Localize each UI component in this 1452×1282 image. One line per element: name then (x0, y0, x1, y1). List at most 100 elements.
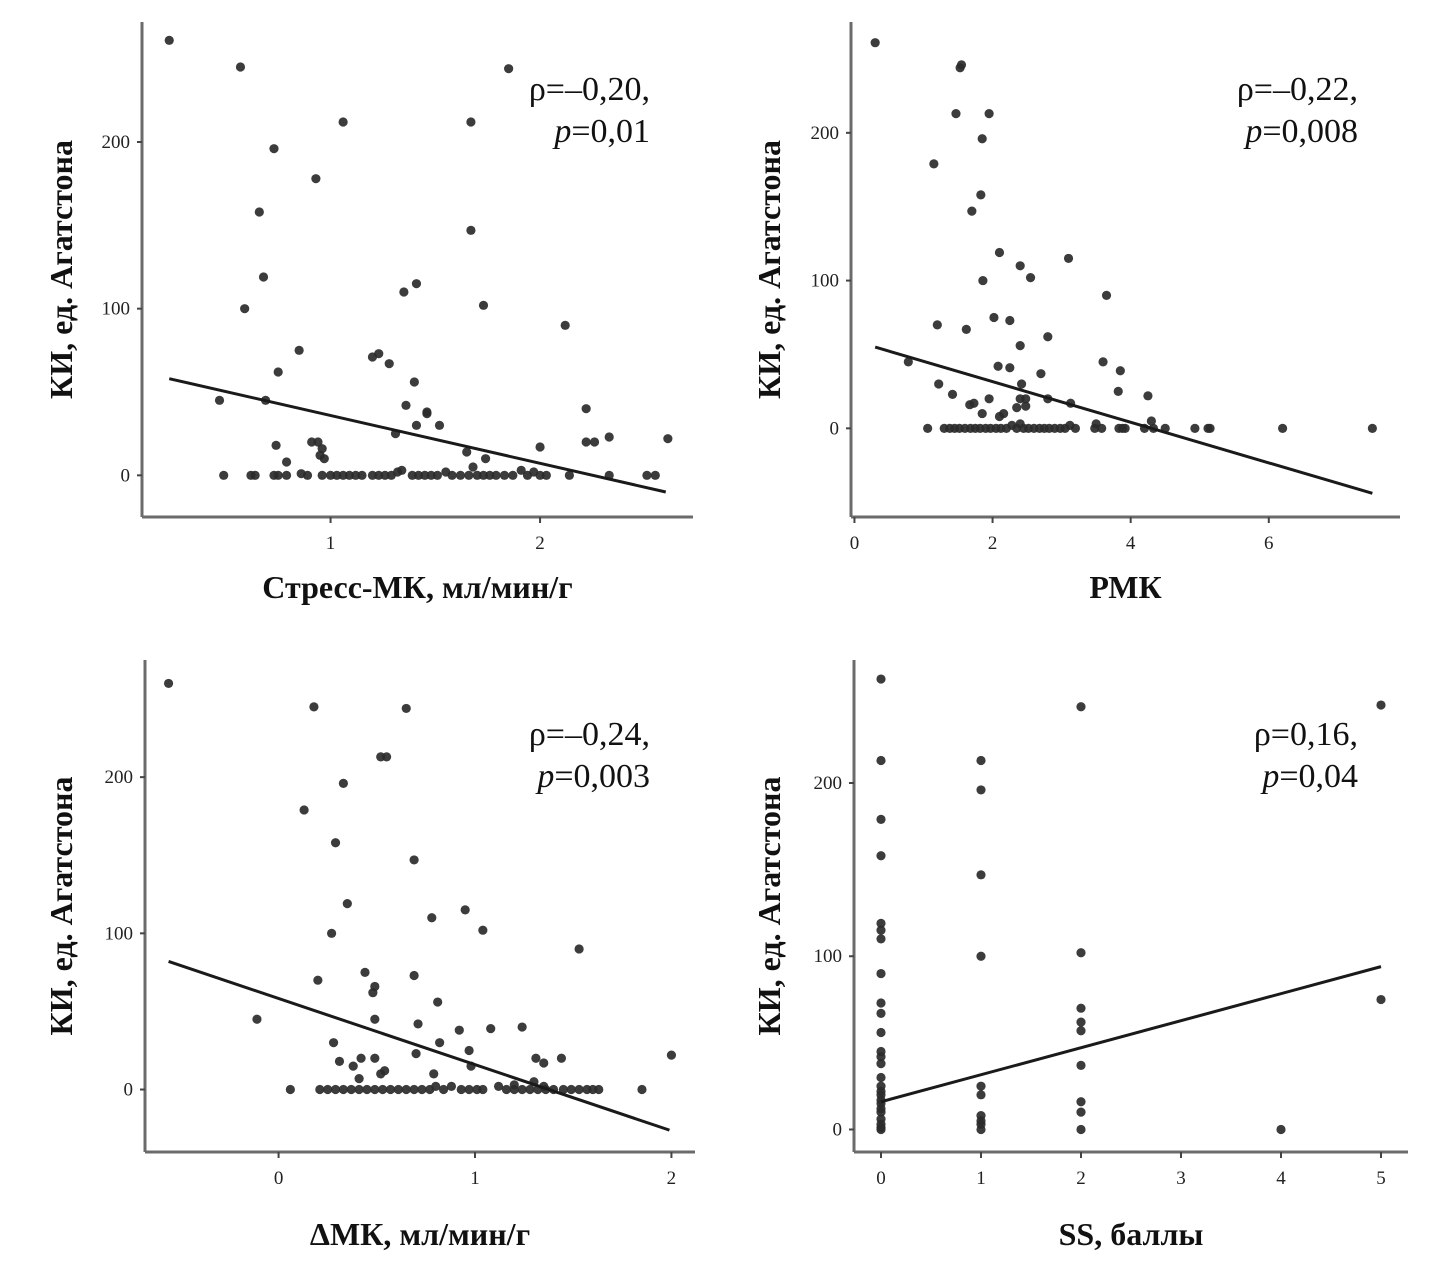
data-point (446, 1081, 457, 1091)
data-point (541, 470, 551, 480)
data-point (969, 398, 979, 408)
data-point (976, 1081, 986, 1091)
data-point (411, 279, 422, 289)
data-point (464, 1084, 474, 1095)
p-symbol: p (535, 758, 554, 795)
data-point (328, 1038, 339, 1048)
data-point (464, 1045, 474, 1056)
rho-annotation: ρ=–0,20, (529, 71, 650, 108)
data-point (258, 272, 269, 282)
data-point (876, 755, 886, 766)
data-point (876, 674, 886, 684)
data-point (977, 134, 987, 144)
y-tick-label: 0 (124, 1080, 134, 1101)
data-point (1097, 423, 1107, 433)
data-point (589, 437, 600, 447)
data-point (338, 470, 348, 480)
data-point (486, 1024, 496, 1034)
data-point (456, 1084, 466, 1095)
y-axis-title: КИ, ед. Агатстона (43, 140, 79, 399)
data-point (462, 447, 472, 457)
data-point (984, 394, 994, 404)
data-point (594, 1084, 604, 1095)
x-tick-label: 4 (1276, 1168, 1286, 1189)
data-point (323, 1084, 333, 1095)
data-point (438, 1084, 449, 1095)
y-tick-label: 0 (830, 418, 840, 439)
data-point (999, 408, 1009, 419)
y-tick-label: 0 (833, 1119, 843, 1140)
data-point (903, 357, 913, 367)
data-point (876, 1107, 886, 1117)
data-point (517, 1022, 527, 1032)
data-point (480, 454, 491, 464)
data-point (434, 420, 445, 430)
data-point (342, 899, 352, 909)
data-point (235, 62, 246, 72)
data-point (357, 470, 367, 480)
data-point (380, 470, 390, 480)
data-point (1101, 290, 1112, 300)
data-point (413, 470, 424, 480)
data-point (1376, 994, 1386, 1005)
data-point (1012, 403, 1022, 413)
data-point (1021, 394, 1031, 404)
data-point (1025, 273, 1036, 283)
data-point (427, 913, 437, 923)
data-point (508, 470, 518, 480)
rho-annotation: ρ=–0,24, (529, 716, 650, 753)
data-point (1015, 261, 1025, 271)
data-point (478, 470, 489, 480)
y-tick-label: 200 (102, 132, 131, 153)
data-point (393, 1084, 403, 1095)
data-point (478, 925, 488, 935)
data-point (466, 117, 476, 127)
data-point (1015, 340, 1025, 351)
x-axis-title: ΔМК, мл/мин/г (310, 1216, 530, 1252)
data-point (1278, 423, 1288, 433)
data-point (409, 377, 419, 387)
data-point (1036, 369, 1046, 379)
data-point (351, 470, 361, 480)
data-point (581, 404, 591, 414)
data-point (989, 312, 999, 323)
data-point (411, 420, 422, 430)
data-point (417, 1084, 427, 1095)
data-point (219, 470, 229, 480)
data-point (384, 359, 394, 369)
data-point (574, 1084, 584, 1095)
x-tick-label: 4 (1126, 533, 1136, 554)
p-value: =0,008 (1262, 113, 1358, 150)
data-point (876, 918, 886, 928)
data-point (420, 470, 430, 480)
data-point (354, 1073, 364, 1084)
data-point (556, 1053, 567, 1063)
data-point (313, 437, 323, 447)
data-point (642, 470, 652, 480)
data-point (330, 1084, 341, 1095)
y-tick-label: 200 (105, 767, 134, 788)
data-point (1070, 423, 1081, 433)
data-point (876, 1027, 886, 1038)
data-point (431, 1081, 441, 1091)
data-point (1367, 423, 1377, 433)
data-point (252, 1014, 262, 1024)
data-point (531, 1053, 541, 1063)
data-point (929, 159, 939, 169)
data-point (876, 934, 886, 944)
data-point (976, 951, 986, 961)
data-point (934, 379, 944, 389)
data-point (429, 1069, 439, 1079)
x-tick-label: 2 (1076, 1168, 1086, 1189)
data-point (370, 1084, 380, 1095)
data-point (344, 470, 355, 480)
data-point (422, 409, 432, 419)
data-point (876, 998, 886, 1008)
data-point (876, 1124, 886, 1135)
y-tick-label: 100 (105, 923, 134, 944)
data-point (1076, 1097, 1086, 1107)
x-tick-label: 2 (667, 1168, 677, 1189)
y-tick-label: 0 (121, 465, 131, 486)
data-point (517, 1084, 527, 1095)
data-point (435, 1038, 445, 1048)
